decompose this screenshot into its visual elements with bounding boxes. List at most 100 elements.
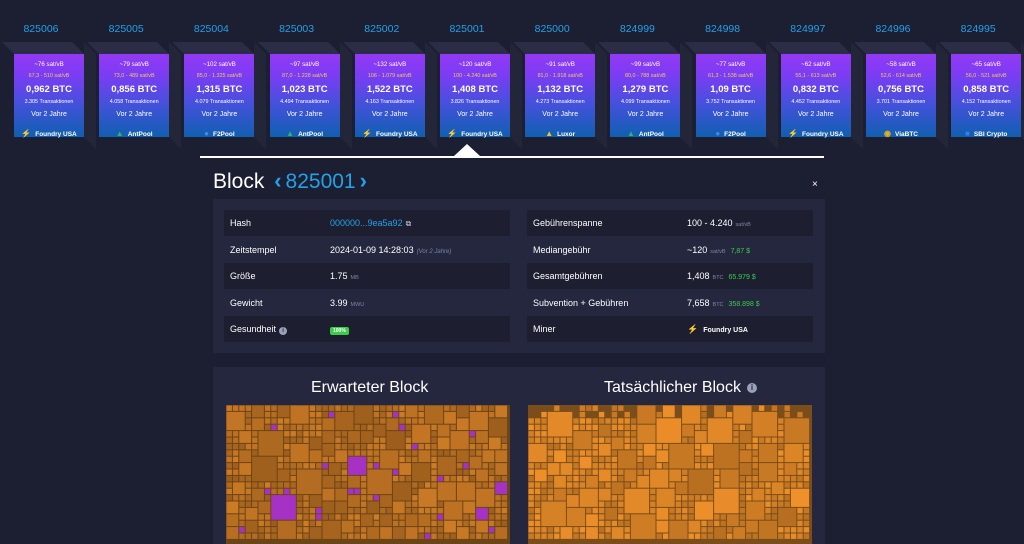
block-height-label[interactable]: 825001 <box>449 23 485 35</box>
tx-tile <box>392 482 412 501</box>
tx-tile <box>360 475 367 482</box>
pool-label[interactable]: ⚡ Foundry USA <box>432 129 518 138</box>
block-cube[interactable]: ~120 sat/vB 100 - 4.240 sat/vB 1,408 BTC… <box>428 42 522 149</box>
actual-block-map[interactable] <box>528 405 812 544</box>
copy-icon[interactable]: ⧉ <box>405 219 412 228</box>
tx-tile <box>707 527 714 533</box>
cube-top <box>2 42 84 54</box>
tx-tile <box>488 482 495 488</box>
block-height-label[interactable]: 825004 <box>193 23 229 35</box>
tx-tile <box>348 533 354 539</box>
tx-tile <box>611 411 618 418</box>
tx-tile <box>714 527 726 539</box>
info-icon[interactable]: i <box>746 383 757 393</box>
miner-name[interactable]: Foundry USA <box>703 327 748 334</box>
tx-tile <box>431 482 437 488</box>
tx-tile <box>669 514 675 520</box>
pool-label[interactable]: ■ SBI Crypto <box>943 129 1024 138</box>
tx-tile <box>803 482 810 488</box>
block-height-label[interactable]: 824999 <box>619 23 655 35</box>
pool-label[interactable]: ⚡ Foundry USA <box>773 129 859 138</box>
tx-tile <box>245 520 258 533</box>
block-cube[interactable]: ~76 sat/vB 67,3 - 510 sat/vB 0,962 BTC 3… <box>2 42 96 149</box>
detail-row: Miner ⚡ Foundry USA <box>527 316 813 342</box>
block-height-label[interactable]: 825003 <box>279 23 315 35</box>
tx-tile <box>701 418 707 424</box>
tx-tile <box>586 527 598 539</box>
tx-tile <box>739 495 746 501</box>
pool-label[interactable]: ▲ AntPool <box>602 129 688 138</box>
block-cube[interactable]: ~65 sat/vB 56,0 - 521 sat/vB 0,858 BTC 4… <box>939 42 1024 149</box>
tx-tile <box>573 475 579 482</box>
tx-tile <box>316 424 322 431</box>
tx-tile <box>354 424 360 431</box>
pool-label[interactable]: ● F2Pool <box>176 129 262 138</box>
tx-tile <box>476 533 482 539</box>
block-height-label[interactable]: 824997 <box>790 23 826 35</box>
chevron-right-icon[interactable]: › <box>359 168 367 193</box>
block-cube[interactable]: ~99 sat/vB 80,0 - 788 sat/vB 1,279 BTC 4… <box>598 42 693 149</box>
pool-label[interactable]: ◉ ViaBTC <box>858 129 944 138</box>
tx-tile <box>226 450 232 456</box>
block-cube[interactable]: ~62 sat/vB 55,1 - 613 sat/vB 0,832 BTC 4… <box>768 42 863 149</box>
tx-tile <box>765 514 771 520</box>
tx-tile <box>405 514 418 527</box>
tx-tile <box>316 418 322 424</box>
tx-tile <box>476 507 488 520</box>
block-title-label: Block <box>213 170 265 193</box>
block-cube[interactable]: ~79 sat/vB 73,0 - 489 sat/vB 0,856 BTC 4… <box>87 42 182 149</box>
block-cube[interactable]: ~97 sat/vB 87,0 - 1.228 sat/vB 1,023 BTC… <box>257 42 352 149</box>
pool-label[interactable]: ▲ AntPool <box>91 129 177 138</box>
block-cube[interactable]: ~77 sat/vB 61,3 - 1.538 sat/vB 1,09 BTC … <box>683 42 778 149</box>
pool-label[interactable]: ⚡ Foundry USA <box>6 129 92 138</box>
tx-tile <box>598 456 605 463</box>
tx-tile <box>547 527 554 533</box>
block-height-label[interactable]: 825005 <box>108 23 144 35</box>
tx-tile <box>360 527 367 533</box>
info-icon[interactable]: i <box>279 327 288 335</box>
block-cube[interactable]: ~91 sat/vB 81,0 - 1.918 sat/vB 1,132 BTC… <box>513 42 608 149</box>
block-height-label[interactable]: 825002 <box>364 23 400 35</box>
tx-tile <box>630 514 656 539</box>
tx-tile <box>431 431 437 437</box>
tx-tile <box>771 514 778 520</box>
tx-tile <box>290 475 296 482</box>
tx-tile <box>437 501 444 507</box>
block-cube[interactable]: ~102 sat/vB 85,0 - 1.325 sat/vB 1,315 BT… <box>172 42 267 149</box>
expected-block-map[interactable] <box>226 405 510 544</box>
tx-tile <box>560 443 566 450</box>
detail-label: Zeitstempel <box>230 245 277 255</box>
block-height-label[interactable]: 824998 <box>705 23 741 35</box>
tx-tile <box>341 463 348 469</box>
close-icon[interactable]: × <box>812 179 818 190</box>
tx-tile <box>541 495 547 501</box>
block-height-label[interactable]: 824995 <box>960 23 996 35</box>
tx-tile <box>303 431 309 437</box>
tx-tile <box>643 469 650 475</box>
chevron-left-icon[interactable]: ‹ <box>274 168 282 193</box>
tx-tile <box>437 533 444 539</box>
tx-tile <box>488 514 495 520</box>
block-height-label[interactable]: 825006 <box>23 23 59 35</box>
tx-tile <box>296 520 303 527</box>
block-hash-link[interactable]: 000000...9ea5a92 <box>330 218 403 228</box>
detail-label: Mediangebühr <box>533 245 591 255</box>
tx-tile <box>746 424 752 431</box>
tx-tile <box>605 437 611 443</box>
tx-tile <box>694 450 701 456</box>
tx-tile <box>554 450 566 463</box>
block-height-label[interactable]: 825000 <box>534 23 570 35</box>
block-cube[interactable]: ~132 sat/vB 106 - 1.079 sat/vB 1,522 BTC… <box>342 42 437 149</box>
pool-label[interactable]: ● F2Pool <box>688 129 774 138</box>
total-fees: 1,023 BTC <box>281 84 328 95</box>
block-cube[interactable]: ~58 sat/vB 52,6 - 614 sat/vB 0,756 BTC 3… <box>854 42 948 149</box>
pool-label[interactable]: ▲ Luxor <box>517 129 603 138</box>
tx-tile <box>778 507 797 527</box>
pool-label[interactable]: ⚡ Foundry USA <box>347 129 433 138</box>
tx-tile <box>367 456 373 463</box>
tx-tile <box>360 482 367 488</box>
pool-label[interactable]: ▲ AntPool <box>262 129 348 138</box>
tx-tile <box>605 456 611 463</box>
block-height-label[interactable]: 824996 <box>875 23 911 35</box>
tx-tile <box>456 469 463 475</box>
